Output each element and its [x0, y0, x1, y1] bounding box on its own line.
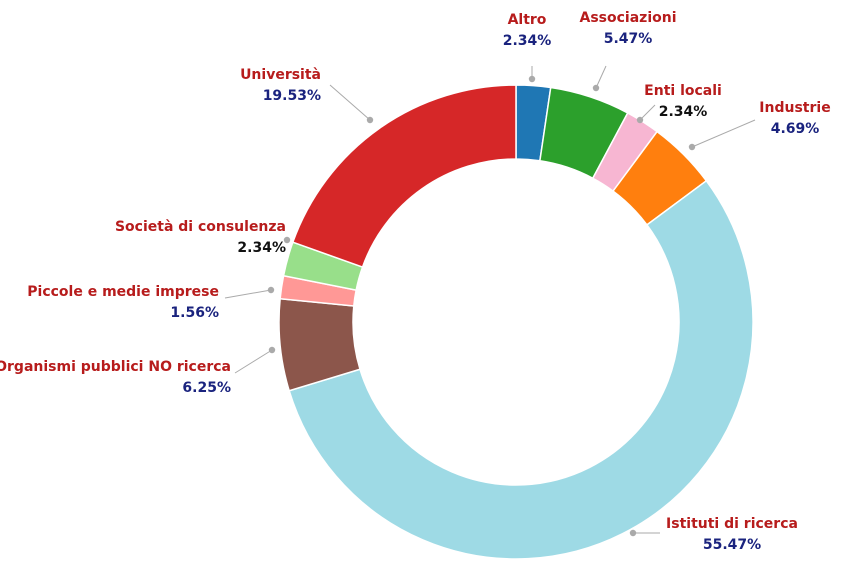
label-pct-organismi-pubblici-no-ricerca: 6.25% [182, 380, 231, 396]
leader-dot-industrie [688, 143, 696, 151]
slice-universita [291, 84, 517, 269]
label-pct-enti-locali: 2.34% [659, 104, 708, 120]
leader-dot-associazioni [592, 84, 600, 92]
donut-slices [278, 84, 754, 560]
label-pct-istituti-di-ricerca: 55.47% [703, 537, 761, 553]
label-pct-universita: 19.53% [263, 88, 321, 104]
leader-dot-piccole-e-medie-imprese [267, 286, 275, 294]
leader-line-piccole-e-medie-imprese [224, 289, 272, 299]
leader-line-enti-locali [639, 104, 656, 121]
leader-line-associazioni [595, 65, 607, 89]
slice-istituti-di-ricerca [288, 179, 754, 560]
leader-line-universita [329, 84, 371, 121]
label-name-piccole-e-medie-imprese: Piccole e medie imprese [27, 284, 219, 300]
label-name-organismi-pubblici-no-ricerca: Organismi pubblici NO ricerca [0, 359, 231, 375]
leader-line-industrie [691, 119, 756, 148]
leader-dot-societa-di-consulenza [283, 236, 291, 244]
label-pct-industrie: 4.69% [771, 121, 820, 137]
leader-dot-organismi-pubblici-no-ricerca [268, 346, 276, 354]
label-name-societa-di-consulenza: Società di consulenza [115, 219, 286, 235]
leader-dot-enti-locali [636, 116, 644, 124]
label-pct-societa-di-consulenza: 2.34% [237, 240, 286, 256]
label-name-associazioni: Associazioni [580, 10, 677, 26]
label-name-altro: Altro [508, 12, 547, 28]
label-name-industrie: Industrie [759, 100, 830, 116]
slice-labels: Altro 2.34% Associazioni 5.47% Enti locali 2.… [0, 10, 831, 553]
label-name-enti-locali: Enti locali [644, 83, 722, 99]
leader-line-organismi-pubblici-no-ricerca [234, 349, 273, 374]
label-pct-altro: 2.34% [503, 33, 552, 49]
leader-dot-istituti-di-ricerca [629, 529, 637, 537]
leader-dot-altro [528, 75, 536, 83]
label-pct-associazioni: 5.47% [604, 31, 653, 47]
leader-dot-universita [366, 116, 374, 124]
label-name-universita: Università [240, 67, 321, 83]
label-pct-piccole-e-medie-imprese: 1.56% [170, 305, 219, 321]
label-name-istituti-di-ricerca: Istituti di ricerca [666, 516, 798, 532]
